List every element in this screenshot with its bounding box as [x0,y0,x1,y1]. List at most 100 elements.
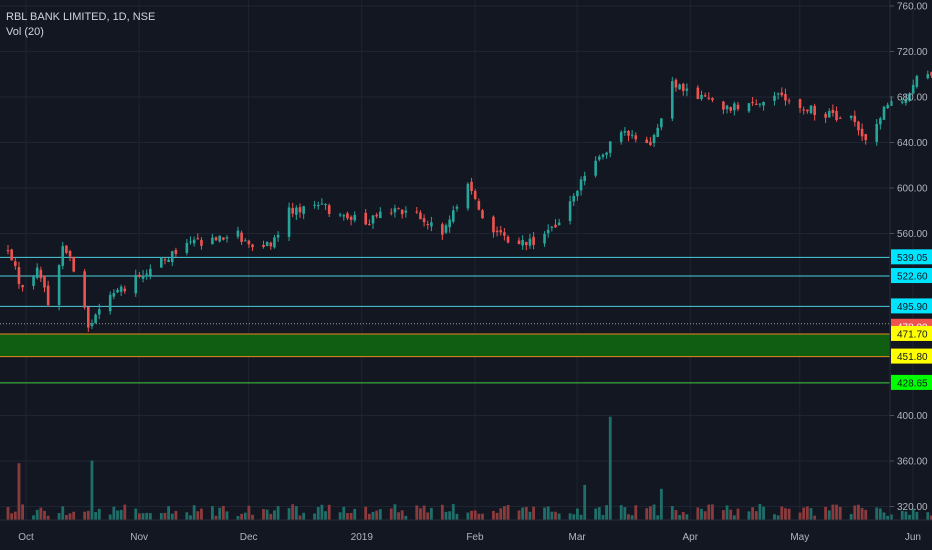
candle-body-95 [492,216,495,233]
volume-bar-89 [455,513,459,520]
volume-bar-44 [225,511,229,520]
volume-bar-46 [240,513,243,520]
candle-body-159 [813,106,816,116]
candle-body-165 [849,115,853,119]
volume-bar-124 [634,505,638,520]
y-tick-label-6: 400.00 [897,411,928,422]
volume-bar-29 [148,513,152,520]
volume-bar-168 [860,507,864,520]
y-tick-label-5: 560.00 [897,229,928,240]
candle-body-79 [404,210,408,213]
price-tag-bg-5 [891,348,932,364]
candle-body-42 [218,235,221,242]
price-tag-2: 495.90 [897,302,928,313]
volume-bar-87 [448,511,452,520]
candle-body-91 [470,181,473,192]
candle-body-2 [14,261,17,266]
symbol-legend[interactable]: RBL BANK LIMITED, 1D, NSE [6,11,156,23]
volume-bar-88 [451,504,455,520]
candles [6,70,932,332]
volume-bar-52 [269,513,273,520]
candle-body-99 [506,236,510,243]
candle-body-37 [192,239,196,244]
volume-bar-181 [930,515,932,520]
volume-bar-135 [696,507,700,520]
volume-bar-176 [904,511,908,520]
candle-body-87 [448,219,451,228]
volume-bar-150 [773,514,776,520]
volume-bar-156 [802,507,806,520]
price-tag-1: 522.60 [897,272,928,283]
volume-bar-59 [302,512,306,520]
volume-bar-7 [39,507,43,520]
volume-bar-179 [915,512,919,520]
candle-body-127 [652,135,656,144]
volume-bar-90 [466,512,470,520]
volume-bar-16 [86,510,90,520]
volume-bar-81 [419,508,422,520]
candle-body-16 [87,306,90,328]
volume-bar-155 [798,512,802,520]
volume-bar-20 [108,514,112,520]
price-tag-6: 428.65 [897,378,928,389]
candle-body-80 [415,211,419,213]
volume-bar-68 [349,512,353,520]
y-tick-label-0: 760.00 [897,2,928,13]
candle-body-56 [291,207,294,214]
candle-body-57 [295,207,298,215]
volume-bar-137 [703,511,707,520]
volume-bar-171 [878,508,882,520]
candle-body-31 [163,259,167,261]
volume-bar-56 [291,504,295,520]
gridlines [0,0,914,520]
volume-bar-130 [670,506,674,520]
volume-bar-78 [400,510,404,520]
candle-body-60 [313,204,316,206]
candle-body-143 [733,103,736,111]
volume-bar-141 [725,505,729,520]
candle-body-73 [375,214,378,217]
volume-bar-94 [481,513,484,520]
candle-body-77 [397,208,400,210]
candle-body-164 [838,117,842,119]
candle-body-131 [674,79,678,88]
volume-legend[interactable]: Vol (20) [6,26,44,38]
candle-body-48 [247,240,251,245]
candle-body-172 [882,106,886,120]
candle-body-174 [890,101,893,106]
candle-body-115 [594,160,597,176]
volume-bar-3 [17,463,21,520]
candle-body-148 [758,103,762,105]
candle-body-47 [243,240,247,242]
volume-bar-83 [426,512,430,520]
candle-body-34 [174,249,178,254]
volume-bar-133 [681,512,685,520]
volume-bar-110 [568,513,572,520]
candle-body-46 [240,232,243,242]
candle-body-94 [481,210,484,219]
candle-body-90 [466,183,470,209]
candle-body-130 [671,81,674,119]
candle-body-36 [189,241,192,243]
volume-bar-162 [831,504,835,520]
volume-bar-70 [364,506,368,520]
candle-body-103 [528,238,532,246]
candle-body-63 [324,204,327,206]
volume-bar-177 [908,514,911,520]
candle-body-55 [287,207,291,237]
volume-bar-172 [882,512,886,520]
volume-bar-19 [97,508,101,520]
volume-bar-164 [838,506,842,520]
volume-bar-102 [524,506,528,520]
x-tick-label-1: Nov [130,532,148,543]
candle-body-5 [32,276,35,286]
volume-bar-18 [94,512,97,520]
volume-bar-113 [579,514,583,520]
candle-body-88 [452,210,455,222]
volume-bar-170 [875,507,879,520]
volume-bar-91 [470,510,473,520]
volume-bar-129 [659,488,663,520]
volume-bar-28 [145,512,149,520]
volume-bar-11 [61,506,65,520]
